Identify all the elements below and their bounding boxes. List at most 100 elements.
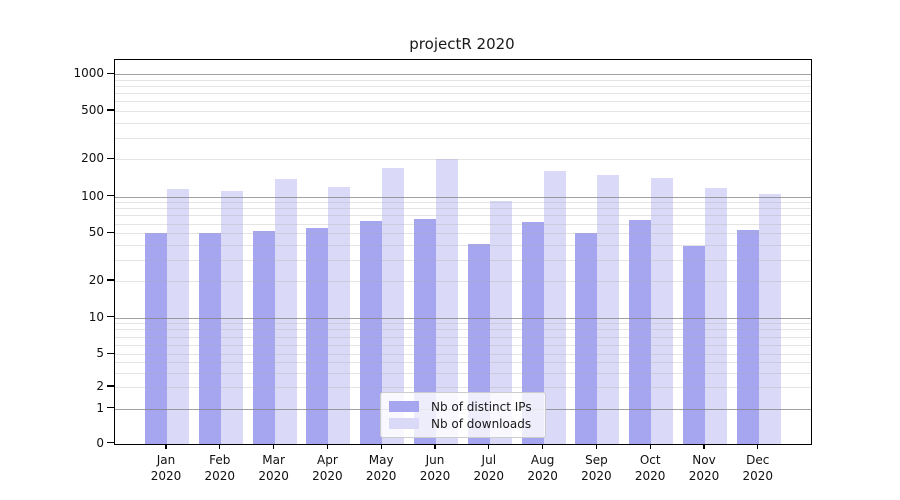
gridline-major <box>115 317 811 319</box>
x-tick-year: 2020 <box>150 469 182 483</box>
x-tick-month: Apr <box>317 453 338 467</box>
gridline-minor <box>115 354 811 356</box>
bar-downloads <box>274 178 297 444</box>
bar-downloads <box>758 193 781 444</box>
gridline-minor <box>115 323 811 325</box>
legend-item-downloads: Nb of downloads <box>389 415 537 432</box>
legend: Nb of distinct IPs Nb of downloads <box>380 392 546 438</box>
bar-downloads <box>167 188 189 444</box>
x-tick-mark <box>326 444 329 449</box>
bar-distinct-ips <box>198 233 221 444</box>
y-tick-label: 100 <box>81 188 104 203</box>
gridline-minor <box>115 159 811 161</box>
gridline-minor <box>115 101 811 103</box>
y-tick-mark <box>107 352 114 354</box>
x-tick-label: Mar 2020 <box>242 452 306 484</box>
bar-distinct-ips <box>306 228 329 444</box>
legend-swatch-downloads <box>389 418 419 429</box>
x-tick-mark <box>649 444 651 449</box>
bars-layer <box>115 60 811 444</box>
x-tick-month: Jan <box>156 453 176 467</box>
bar-distinct-ips <box>683 246 705 444</box>
gridline-minor <box>115 281 811 282</box>
x-tick-label: Apr 2020 <box>295 452 359 484</box>
gridline-minor <box>115 79 811 81</box>
x-tick-year: 2020 <box>419 469 451 483</box>
gridline-minor <box>115 215 811 217</box>
gridline-minor <box>115 208 811 210</box>
gridline-minor <box>115 259 811 261</box>
x-tick-year: 2020 <box>204 469 236 483</box>
gridline-minor <box>115 111 811 112</box>
x-tick-year: 2020 <box>688 469 720 483</box>
y-tick-mark <box>107 194 114 197</box>
bar-distinct-ips <box>145 233 167 444</box>
y-tick-label: 1000 <box>73 66 104 81</box>
gridline-minor <box>115 202 811 204</box>
gridline-minor <box>115 233 811 235</box>
bar-downloads <box>705 187 727 444</box>
y-tick-label: 5 <box>96 346 104 361</box>
x-tick-year: 2020 <box>473 469 505 483</box>
bar-distinct-ips <box>736 230 759 444</box>
x-tick-mark <box>488 444 490 449</box>
bar-distinct-ips <box>575 233 598 444</box>
bar-distinct-ips <box>360 221 383 444</box>
x-tick-month: Nov <box>692 453 716 467</box>
x-tick-month: Jul <box>481 453 497 467</box>
y-tick-mark <box>107 279 114 281</box>
x-tick-year: 2020 <box>258 469 289 483</box>
bar-downloads <box>489 200 512 444</box>
y-tick-label: 500 <box>81 103 104 117</box>
x-tick-year: 2020 <box>581 469 612 483</box>
x-tick-month: Sep <box>585 453 608 467</box>
x-tick-month: Mar <box>262 453 285 467</box>
y-tick-label: 20 <box>88 273 104 287</box>
gridline-minor <box>115 372 811 374</box>
legend-label-distinct-ips: Nb of distinct IPs <box>431 399 532 414</box>
x-tick-label: Sep 2020 <box>564 452 628 484</box>
y-tick-mark <box>107 385 114 387</box>
x-tick-month: Feb <box>209 453 231 467</box>
gridline-minor <box>115 329 811 331</box>
x-tick-mark <box>165 444 167 449</box>
y-tick-label: 1 <box>96 400 104 415</box>
x-tick-year: 2020 <box>527 469 558 483</box>
y-tick-label: 50 <box>88 225 104 240</box>
gridline-minor <box>115 362 811 364</box>
legend-item-distinct-ips: Nb of distinct IPs <box>389 398 537 415</box>
x-tick-label: May 2020 <box>349 452 413 484</box>
gridline-minor <box>115 336 811 338</box>
y-tick-label: 200 <box>81 151 104 166</box>
y-tick-mark <box>107 109 114 111</box>
x-tick-month: Aug <box>530 453 555 467</box>
x-tick-year: 2020 <box>634 469 666 483</box>
bar-downloads <box>543 171 566 444</box>
gridline-minor <box>115 223 811 225</box>
y-tick-label: 2 <box>96 379 104 393</box>
chart-title: projectR 2020 <box>409 35 515 53</box>
gridline-minor <box>115 86 811 88</box>
x-tick-label: Nov 2020 <box>672 452 736 484</box>
x-tick-month: Oct <box>639 453 661 467</box>
y-tick-mark <box>107 316 114 318</box>
gridline-minor <box>115 244 811 246</box>
x-tick-label: Oct 2020 <box>618 452 682 484</box>
bar-downloads <box>651 178 674 444</box>
y-tick-mark <box>107 72 114 74</box>
gridline-major <box>115 74 811 76</box>
x-tick-year: 2020 <box>312 469 343 483</box>
bar-distinct-ips <box>252 231 275 444</box>
gridline-minor <box>115 122 811 124</box>
x-tick-year: 2020 <box>365 469 397 483</box>
gridline-minor <box>115 387 811 388</box>
x-tick-mark <box>757 444 759 449</box>
x-tick-label: Aug 2020 <box>511 452 575 484</box>
x-tick-year: 2020 <box>742 469 774 483</box>
y-tick-mark <box>107 157 114 159</box>
bar-distinct-ips <box>629 220 652 444</box>
bar-distinct-ips <box>521 221 544 444</box>
x-tick-month: Jun <box>425 453 445 467</box>
x-tick-month: May <box>368 453 394 467</box>
